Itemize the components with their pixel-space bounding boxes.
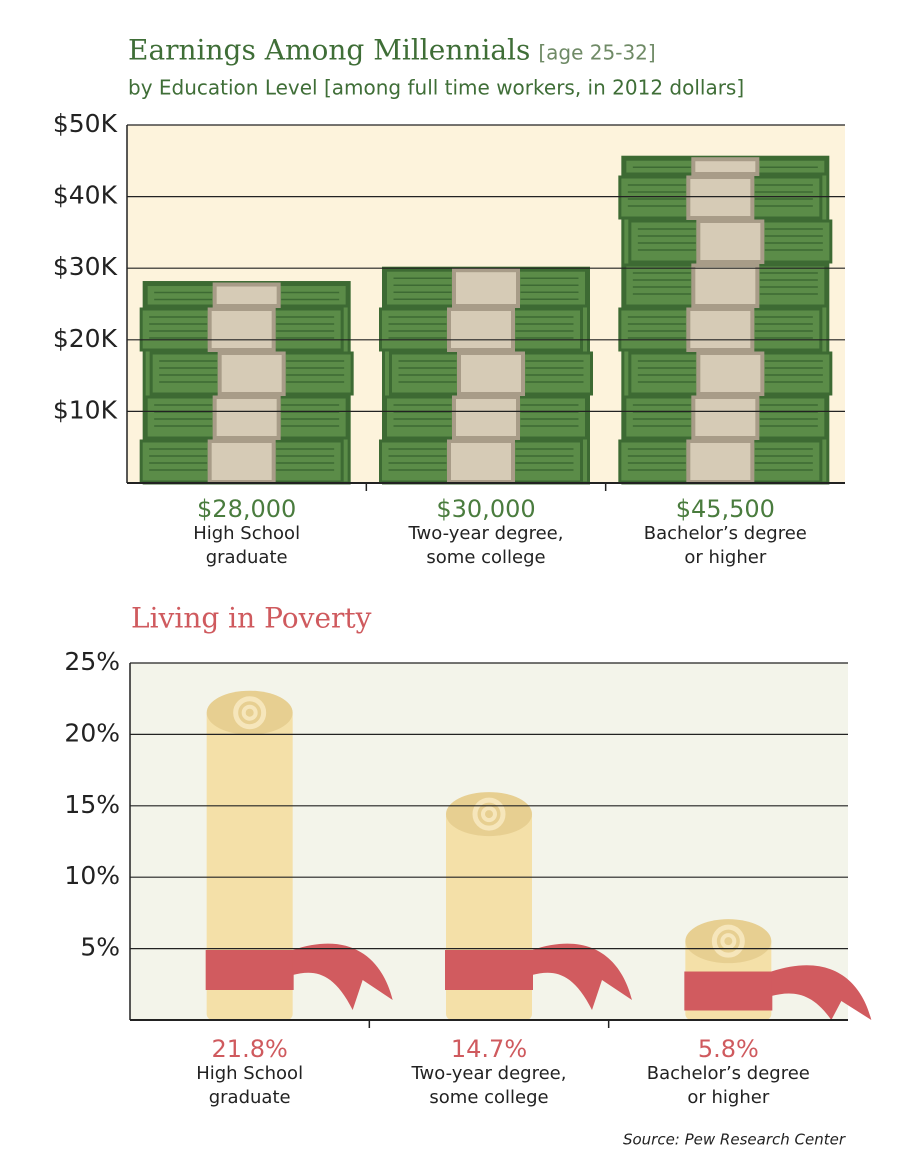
scroll-curl xyxy=(233,696,267,730)
bill-band xyxy=(691,263,760,308)
bill-band xyxy=(686,175,755,220)
scroll-curl xyxy=(472,797,506,831)
value-label: 5.8% xyxy=(698,1035,759,1063)
bill-band xyxy=(447,439,515,484)
y-tick-label: $10K xyxy=(53,395,118,424)
ribbon-band xyxy=(205,950,294,990)
value-label: $45,500 xyxy=(676,495,775,523)
bill-band xyxy=(207,439,276,484)
bill-band xyxy=(686,439,755,484)
y-tick-label: 20% xyxy=(64,718,120,747)
ribbon-band xyxy=(445,950,533,990)
title-note: [age 25-32] xyxy=(538,41,655,65)
y-tick-label: 15% xyxy=(64,790,120,819)
value-label: 14.7% xyxy=(451,1035,527,1063)
ribbon-band xyxy=(684,971,773,1011)
ribbon-tail xyxy=(532,943,632,1010)
x-tick-label: Two-year degree, some college xyxy=(411,1063,567,1108)
bill-band xyxy=(696,219,765,264)
chart-title: Earnings Among Millennials xyxy=(128,34,530,67)
source: Source: Pew Research Center xyxy=(623,1131,846,1149)
bill-band xyxy=(452,395,520,440)
y-tick-label: 10% xyxy=(64,861,120,890)
y-tick-label: $50K xyxy=(53,109,118,138)
x-tick-label: Two-year degree, some college xyxy=(408,523,564,568)
bill-band xyxy=(212,395,281,440)
bar xyxy=(206,708,293,1020)
value-label: $30,000 xyxy=(436,495,535,523)
ribbon-tail xyxy=(292,943,393,1010)
scroll-end xyxy=(685,919,772,964)
bill-band xyxy=(447,307,515,352)
bill-band xyxy=(457,351,525,396)
scroll-end xyxy=(206,690,293,735)
y-tick-label: $40K xyxy=(53,181,118,210)
scroll-curl xyxy=(481,806,497,823)
scroll-curl xyxy=(241,704,258,721)
y-tick-label: $30K xyxy=(53,252,118,281)
scroll-curl xyxy=(711,924,745,958)
bill-band xyxy=(691,157,760,177)
bill-band xyxy=(686,307,755,352)
bill-band xyxy=(452,268,520,309)
x-tick-label: High School graduate xyxy=(196,1063,304,1108)
bill-band xyxy=(696,351,765,396)
scroll-end xyxy=(446,792,532,837)
y-tick-label: 25% xyxy=(64,647,120,676)
bill-band xyxy=(212,282,281,308)
bill-band xyxy=(207,307,276,352)
y-tick-label: 5% xyxy=(80,933,120,962)
bill-band xyxy=(217,351,286,396)
bill-band xyxy=(691,395,760,440)
value-label: 21.8% xyxy=(212,1035,288,1063)
ribbon-tail xyxy=(771,965,872,1020)
chart-title: Living in Poverty xyxy=(131,602,372,635)
x-tick-label: Bachelor’s degree or higher xyxy=(646,1063,810,1108)
x-tick-label: High School graduate xyxy=(193,523,301,568)
value-label: $28,000 xyxy=(197,495,296,523)
scroll-curl xyxy=(720,933,737,950)
chart-subtitle: by Education Level [among full time work… xyxy=(128,76,744,100)
y-tick-label: $20K xyxy=(53,324,118,353)
x-tick-label: Bachelor’s degree or higher xyxy=(643,523,807,568)
